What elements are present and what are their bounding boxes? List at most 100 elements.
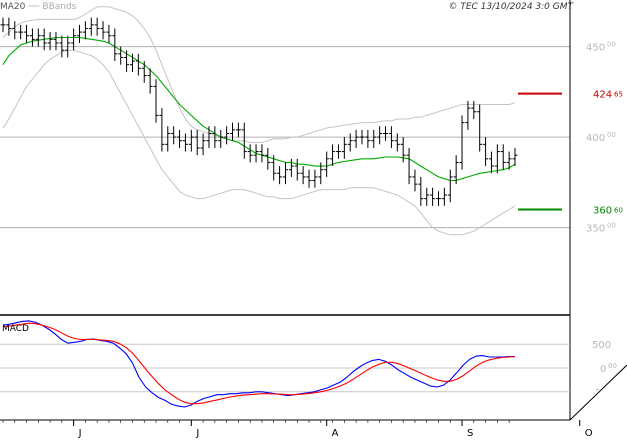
ohlc-bar [483,137,489,167]
ohlc-bar [141,61,147,83]
ohlc-bar [394,133,400,152]
ohlc-bar [294,158,300,181]
ohlc-bar [71,28,77,51]
ohlc-bar [188,129,194,152]
legend-ma20-label: MA20 [0,2,26,12]
ohlc-bar [324,151,330,177]
ohlc-bar [147,68,153,94]
ohlc-bar [165,126,171,152]
ohlc-bar [18,24,24,40]
ohlc-bar [124,50,130,72]
support-level-sup: 60 [614,206,623,214]
macd-tick-label: 0 [600,364,606,375]
ohlc-bar [377,126,383,145]
ohlc-bar [47,32,53,51]
price-tick-sup: 00 [607,222,616,230]
ohlc-bar [247,144,253,163]
bband-lower-line [2,49,516,236]
ohlc-bar [465,100,471,130]
ohlc-bar [265,147,271,170]
price-tick-label: 350 [586,224,605,235]
ohlc-bar [418,176,424,206]
ohlc-bar [347,133,353,152]
x-tick-label: O [585,428,593,439]
resistance-level-sup: 65 [614,91,623,99]
price-tick-sup: 00 [607,41,616,49]
ohlc-bar [82,21,88,40]
ohlc-bar [441,187,447,206]
price-tick-label: 450 [586,43,605,54]
ohlc-bar [41,28,47,51]
price-tick-label: 400 [586,133,605,144]
ma20-series [2,36,516,182]
price-panel-frame [0,0,570,313]
price-grid [0,46,570,229]
ohlc-bar [200,133,206,156]
ohlc-bar [65,35,71,58]
ohlc-bar [224,126,230,145]
ohlc-bar [412,169,418,192]
price-tick-sup: 00 [607,131,616,139]
ohlc-bar [312,169,318,188]
x-tick-label: A [332,428,339,439]
ohlc-bar [277,166,283,185]
signal-line [2,322,516,405]
ohlc-bar [135,53,141,76]
ohlc-bar [300,166,306,185]
macd-tick-sup: 00 [608,362,617,370]
ohlc-bar [235,122,241,138]
ohlc-bar [171,126,177,145]
ohlc-bar [118,46,124,65]
ohlc-bar [159,108,165,152]
ohlc-bar [453,155,459,185]
ohlc-bar [488,151,494,174]
ohlc-bar [100,21,106,40]
ohlc-bar [12,21,18,40]
ohlc-bar [112,28,118,62]
macd-grid [0,343,570,393]
ohlc-bar [512,147,518,167]
ohlc-bars [0,17,518,206]
ohlc-bar [6,17,12,36]
bollinger-bands [2,6,516,236]
x-tick-label: J [195,428,199,439]
ohlc-bar [24,24,30,43]
ohlc-bar [306,169,312,188]
ohlc-bar [77,24,83,43]
ohlc-bar [59,35,65,58]
ohlc-bar [447,169,453,203]
ohlc-bar [400,137,406,163]
ohlc-bar [53,32,59,51]
ohlc-bar [29,28,35,47]
x-tick-label: S [467,428,473,439]
ohlc-bar [230,122,236,141]
ohlc-bar [359,129,365,145]
ohlc-bar [182,133,188,152]
ohlc-bar [318,162,324,185]
legend-macd-label: MACD [2,324,29,334]
support-level-label: 360 [593,205,612,216]
ohlc-bar [153,79,159,123]
ohlc-bar [341,137,347,159]
ohlc-bar [271,155,277,181]
copyright-text: © TEC 13/10/2024 3:0 GMT [448,2,574,12]
ohlc-bar [383,126,389,141]
bband-upper-line [2,6,516,143]
ohlc-bar [335,144,341,159]
ohlc-bar [206,126,212,148]
ohlc-bar [35,28,41,47]
ohlc-bar [129,53,135,72]
ohlc-bar [330,144,336,167]
ohlc-bar [282,162,288,185]
x-tick-label: J [78,428,82,439]
ohlc-bar [494,144,500,174]
ohlc-bar [106,24,112,43]
ohlc-bar [430,187,436,206]
ohlc-bar [288,158,294,177]
ohlc-bar [259,144,265,163]
ohlc-bar [500,144,506,170]
